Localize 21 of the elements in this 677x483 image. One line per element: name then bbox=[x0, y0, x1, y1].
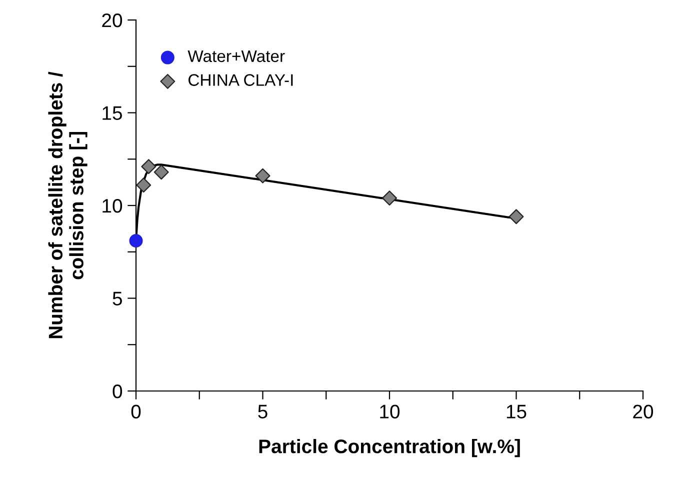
y-tick-label: 10 bbox=[102, 198, 122, 213]
y-tick-label: 15 bbox=[102, 106, 122, 120]
y-tick-label: 0 bbox=[112, 384, 122, 398]
y-axis-title: Number of satellite droplets / collision step [-] bbox=[48, 72, 88, 338]
x-tick-label: 20 bbox=[633, 404, 654, 418]
point bbox=[382, 190, 397, 206]
point bbox=[154, 164, 169, 180]
x-tick-label: 15 bbox=[506, 404, 526, 418]
point bbox=[255, 168, 270, 184]
legend-label: Water+Water bbox=[188, 50, 285, 62]
point bbox=[136, 178, 152, 193]
legend-label: CHINA CLAY-I bbox=[188, 74, 293, 86]
y-tick-label: 5 bbox=[112, 292, 122, 306]
x-tick-label: 0 bbox=[131, 404, 141, 418]
x-tick-label: 10 bbox=[380, 404, 400, 418]
point bbox=[508, 209, 524, 224]
y-tick-label: 20 bbox=[102, 13, 122, 28]
x-axis-title: Particle Concentration [w.%] bbox=[259, 438, 520, 458]
point bbox=[141, 159, 156, 174]
point bbox=[129, 234, 143, 248]
x-tick-label: 5 bbox=[258, 404, 268, 418]
